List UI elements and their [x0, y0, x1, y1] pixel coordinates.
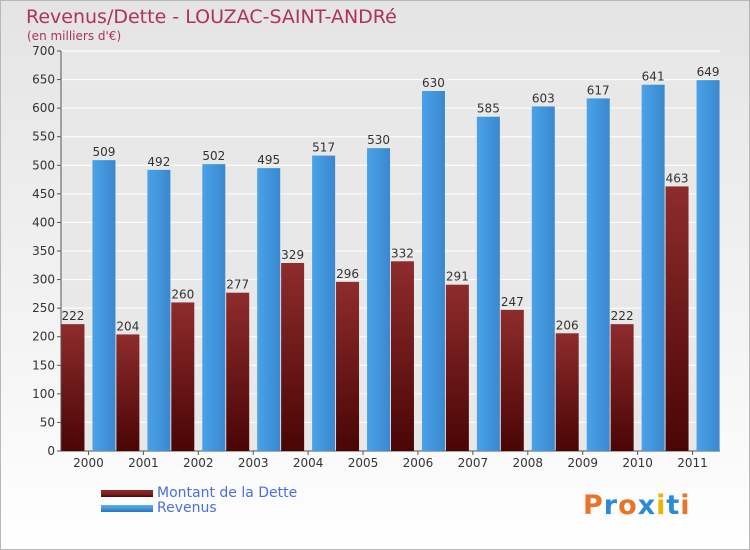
x-tick-label: 2000: [73, 456, 104, 470]
data-label-dette: 247: [501, 295, 524, 309]
bar-dette: [665, 186, 689, 451]
data-label-dette: 260: [171, 287, 194, 301]
x-tick-label: 2002: [183, 456, 214, 470]
data-label-dette: 222: [611, 309, 634, 323]
legend-swatch-dette: [101, 490, 153, 497]
data-label-dette: 277: [226, 278, 249, 292]
bar-revenus: [147, 169, 171, 451]
x-tick-label: 2003: [238, 456, 269, 470]
data-label-revenus: 641: [642, 70, 665, 84]
data-label-dette: 204: [116, 319, 139, 333]
chart-title: Revenus/Dette - LOUZAC-SAINT-ANDRé: [26, 6, 397, 28]
x-tick-label: 2011: [677, 456, 708, 470]
bar-revenus: [476, 116, 500, 451]
x-tick-label: 2004: [293, 456, 324, 470]
y-tick-label: 350: [32, 244, 55, 258]
data-label-revenus: 617: [587, 83, 610, 97]
legend-label-dette: Montant de la Dette: [157, 485, 298, 501]
bar-revenus: [257, 168, 281, 451]
data-label-revenus: 495: [257, 153, 280, 167]
y-tick-label: 0: [47, 444, 55, 458]
bar-revenus: [92, 160, 116, 451]
y-tick-label: 550: [32, 130, 55, 144]
data-label-revenus: 603: [532, 91, 555, 105]
data-label-dette: 463: [666, 171, 689, 185]
bar-revenus: [421, 91, 445, 451]
y-tick-label: 450: [32, 187, 55, 201]
logo-letter: t: [666, 490, 681, 521]
bar-dette: [336, 281, 360, 451]
logo-letter: i: [656, 490, 667, 521]
logo-letter: o: [618, 490, 638, 521]
data-label-dette: 206: [556, 318, 579, 332]
bar-dette: [116, 334, 140, 451]
y-tick-label: 200: [32, 330, 55, 344]
x-tick-label: 2006: [403, 456, 434, 470]
bar-dette: [500, 309, 524, 451]
legend-swatch-revenus: [101, 505, 153, 512]
bar-dette: [555, 333, 579, 451]
x-tick-label: 2010: [622, 456, 653, 470]
bar-dette: [171, 302, 195, 451]
bar-revenus: [696, 80, 720, 452]
data-label-dette: 222: [62, 309, 85, 323]
bar-revenus: [641, 84, 665, 451]
data-label-revenus: 502: [202, 149, 225, 163]
x-tick-label: 2009: [567, 456, 598, 470]
data-label-dette: 329: [281, 248, 304, 262]
data-label-revenus: 492: [147, 155, 170, 169]
y-tick-label: 300: [32, 273, 55, 287]
data-label-dette: 291: [446, 270, 469, 284]
data-label-dette: 296: [336, 267, 359, 281]
bar-revenus: [312, 155, 336, 452]
x-tick-label: 2001: [128, 456, 159, 470]
data-label-revenus: 649: [697, 65, 720, 79]
proxiti-logo: Proxiti: [583, 490, 691, 521]
data-label-revenus: 585: [477, 102, 500, 116]
y-tick-label: 250: [32, 301, 55, 315]
bar-revenus: [531, 106, 555, 451]
y-tick-label: 400: [32, 215, 55, 229]
data-label-dette: 332: [391, 246, 414, 260]
data-label-revenus: 530: [367, 133, 390, 147]
chart-subtitle: (en milliers d'€): [27, 29, 122, 43]
bar-dette: [226, 292, 250, 451]
data-label-revenus: 517: [312, 141, 335, 155]
bar-dette: [390, 261, 414, 451]
bar-revenus: [367, 148, 391, 451]
bar-dette: [610, 324, 634, 451]
bar-dette: [61, 324, 85, 451]
y-tick-label: 50: [40, 415, 55, 429]
y-tick-label: 700: [32, 44, 55, 58]
x-tick-label: 2008: [513, 456, 544, 470]
x-tick-label: 2005: [348, 456, 379, 470]
bar-dette: [445, 284, 469, 451]
bar-revenus: [586, 98, 610, 451]
y-tick-label: 100: [32, 387, 55, 401]
bar-revenus: [202, 164, 226, 451]
y-tick-label: 150: [32, 358, 55, 372]
logo-letter: i: [680, 490, 691, 521]
legend-label-revenus: Revenus: [157, 500, 217, 516]
bar-dette: [281, 263, 305, 451]
y-tick-label: 650: [32, 73, 55, 87]
data-label-revenus: 509: [93, 145, 116, 159]
logo-letter: r: [603, 490, 619, 521]
y-tick-label: 500: [32, 158, 55, 172]
x-tick-label: 2007: [458, 456, 489, 470]
logo-letter: P: [583, 490, 604, 521]
data-label-revenus: 630: [422, 76, 445, 90]
y-tick-label: 600: [32, 101, 55, 115]
logo-letter: x: [637, 490, 657, 521]
